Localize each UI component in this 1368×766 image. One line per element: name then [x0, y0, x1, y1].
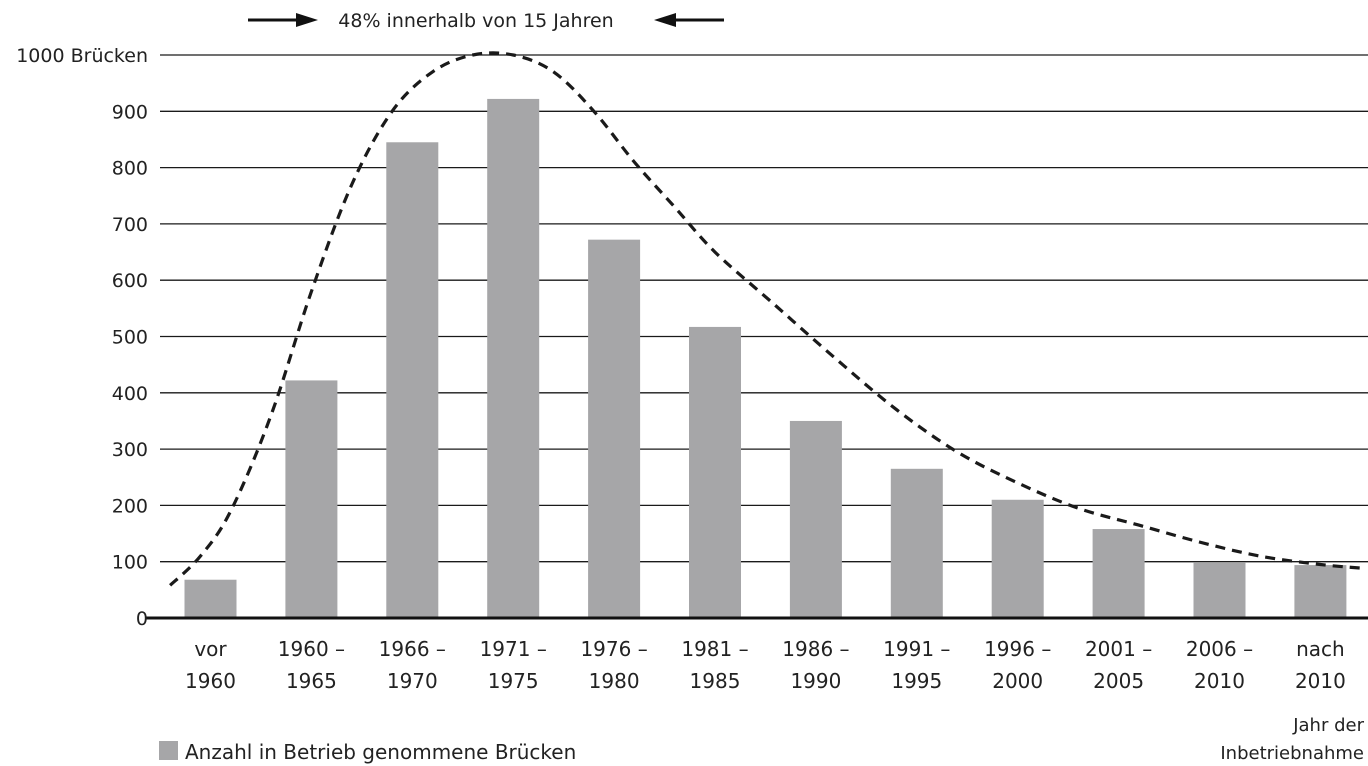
x-tick-label: 2006 –: [1186, 637, 1253, 661]
y-tick-label: 800: [112, 158, 148, 180]
bar: [588, 239, 641, 618]
x-tick-label: 1960: [185, 669, 236, 693]
legend-swatch: [159, 741, 178, 760]
y-tick-label: 500: [112, 327, 148, 349]
x-tick-label: 2000: [992, 669, 1043, 693]
annotation-text: 48% innerhalb von 15 Jahren: [338, 10, 613, 32]
x-tick-label: 1966 –: [379, 637, 446, 661]
x-tick-label: 2010: [1194, 669, 1245, 693]
x-tick-label: 1991 –: [883, 637, 950, 661]
bar: [386, 142, 439, 618]
trend-curve-layer: [169, 51, 1366, 587]
bar: [1092, 529, 1145, 618]
y-tick-label: 400: [112, 383, 148, 405]
x-tick-label: 1980: [589, 669, 640, 693]
x-tick-label: 1995: [891, 669, 942, 693]
x-axis-ticks: vor 1960 1960 – 1965 1966 – 1970 1971 – 1975 197…: [185, 637, 1346, 693]
y-axis-ticks: 0 100 200 300 400 500 600 700 800 900 1000 Brücken: [16, 45, 148, 630]
bar: [285, 380, 338, 618]
x-tick-label: 2005: [1093, 669, 1144, 693]
right-arrow-head-icon: [296, 13, 318, 27]
x-tick-label: 1970: [387, 669, 438, 693]
x-tick-label: vor: [194, 637, 227, 661]
bar: [789, 420, 842, 618]
x-tick-label: 1981 –: [681, 637, 748, 661]
grid-lines: [160, 54, 1368, 563]
bar: [890, 468, 943, 618]
bar: [1294, 565, 1347, 618]
legend-label: Anzahl in Betrieb genommene Brücken: [185, 740, 576, 764]
bar: [1193, 562, 1246, 618]
x-axis-title-line-2: Inbetriebnahme: [1220, 743, 1364, 764]
bar: [487, 98, 540, 618]
x-tick-label: 2010: [1295, 669, 1346, 693]
top-annotation: 48% innerhalb von 15 Jahren: [248, 10, 724, 32]
x-tick-label: 1965: [286, 669, 337, 693]
x-axis-title-line-1: Jahr der: [1292, 715, 1364, 736]
y-tick-label: 300: [112, 439, 148, 461]
y-tick-label: 100: [112, 552, 148, 574]
x-tick-label: 1960 –: [278, 637, 345, 661]
y-tick-label: 900: [112, 101, 148, 123]
x-tick-label: 1985: [690, 669, 741, 693]
bars: [184, 98, 1347, 618]
x-axis-title: Jahr der Inbetriebnahme: [1220, 715, 1364, 764]
y-tick-label: 200: [112, 495, 148, 517]
y-tick-label: 0: [136, 608, 148, 630]
x-tick-label: 1971 –: [480, 637, 547, 661]
y-axis-top-label: 1000 Brücken: [16, 45, 148, 67]
x-tick-label: 2001 –: [1085, 637, 1152, 661]
x-tick-label: 1986 –: [782, 637, 849, 661]
x-tick-label: 1996 –: [984, 637, 1051, 661]
trend-curve: [169, 51, 1366, 587]
bar: [184, 579, 237, 618]
x-tick-label: 1990: [790, 669, 841, 693]
left-arrow-head-icon: [654, 13, 676, 27]
y-tick-label: 600: [112, 270, 148, 292]
y-tick-label: 700: [112, 214, 148, 236]
legend: Anzahl in Betrieb genommene Brücken: [159, 740, 576, 764]
x-tick-label: 1976 –: [580, 637, 647, 661]
bar: [991, 499, 1044, 618]
x-tick-label: 1975: [488, 669, 539, 693]
x-tick-label: nach: [1296, 637, 1345, 661]
bar: [689, 326, 741, 618]
